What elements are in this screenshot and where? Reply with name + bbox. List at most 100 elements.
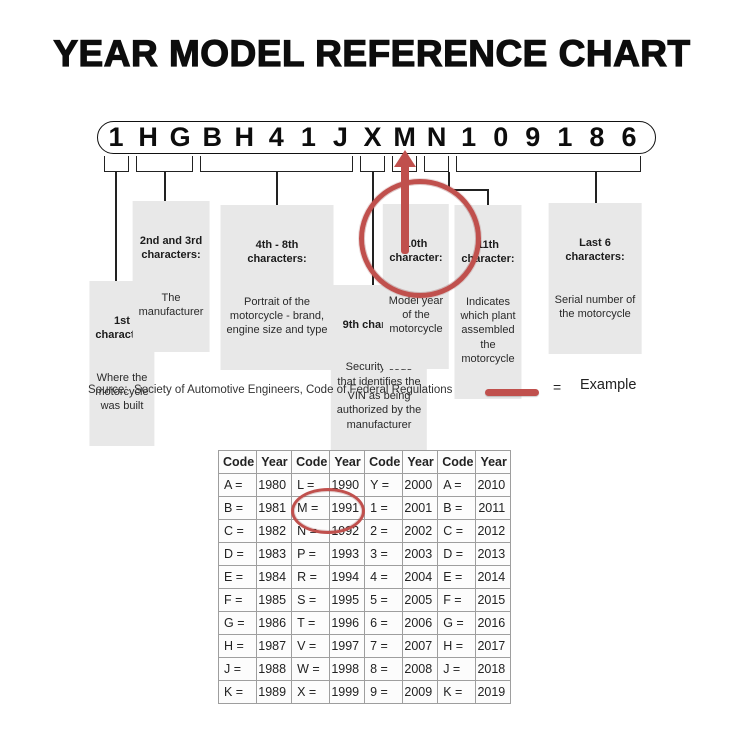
vin-char-15: 1 xyxy=(557,122,573,152)
connector-11th-c xyxy=(487,189,489,205)
example-arrow-icon xyxy=(394,150,416,167)
legend-example-label: Example xyxy=(580,377,637,393)
year-cell: 1997 xyxy=(329,634,366,658)
year-cell: 1989 xyxy=(256,680,293,704)
code-cell: 2 = xyxy=(364,519,404,543)
code-cell: B = xyxy=(437,496,477,520)
table-row: G = 1986 T = 1996 6 = 2006 G = 2016 xyxy=(217,611,512,635)
connector-1st-char xyxy=(115,172,117,281)
vin-char-17: 6 xyxy=(621,122,637,152)
connector-last-6 xyxy=(595,172,597,203)
callout-heading: 2nd and 3rd characters: xyxy=(139,234,203,261)
year-cell: 2008 xyxy=(402,657,439,681)
vin-char-7: 1 xyxy=(300,122,316,152)
year-cell: 1987 xyxy=(256,634,293,658)
year-cell: 1986 xyxy=(256,611,293,635)
code-cell: W = xyxy=(291,657,331,681)
callout-4th-8th-characters: 4th - 8th characters: Portrait of the mo… xyxy=(220,205,334,371)
table-header-cell: Year xyxy=(475,450,512,474)
code-cell: A = xyxy=(217,473,258,497)
vin-char-2: H xyxy=(138,122,158,152)
code-cell: K = xyxy=(437,680,477,704)
year-cell: 1980 xyxy=(256,473,293,497)
example-circle-10th-character xyxy=(359,179,481,298)
code-cell: E = xyxy=(437,565,477,589)
vin-char-14: 9 xyxy=(525,122,541,152)
table-row: K = 1989 X = 1999 9 = 2009 K = 2019 xyxy=(217,680,512,704)
code-cell: C = xyxy=(217,519,258,543)
year-cell: 2012 xyxy=(475,519,512,543)
year-cell: 2006 xyxy=(402,611,439,635)
code-cell: 1 = xyxy=(364,496,404,520)
year-cell: 1993 xyxy=(329,542,366,566)
code-cell: C = xyxy=(437,519,477,543)
code-cell: S = xyxy=(291,588,331,612)
legend-equals-sign: = xyxy=(553,379,562,395)
year-cell: 2018 xyxy=(475,657,512,681)
year-cell: 1995 xyxy=(329,588,366,612)
table-header-cell: Year xyxy=(402,450,439,474)
vin-char-12: 1 xyxy=(461,122,477,152)
year-cell: 1982 xyxy=(256,519,293,543)
bracket-1st-char xyxy=(104,156,129,172)
code-cell: H = xyxy=(217,634,258,658)
code-cell: F = xyxy=(437,588,477,612)
code-cell: B = xyxy=(217,496,258,520)
code-cell: D = xyxy=(437,542,477,566)
bracket-11th-char xyxy=(424,156,449,172)
vin-char-8: J xyxy=(332,122,348,152)
table-row: D = 1983 P = 1993 3 = 2003 D = 2013 xyxy=(217,542,512,566)
year-cell: 2014 xyxy=(475,565,512,589)
year-cell: 2004 xyxy=(402,565,439,589)
year-cell: 2019 xyxy=(475,680,512,704)
vin-char-3: G xyxy=(169,122,191,152)
year-cell: 1985 xyxy=(256,588,293,612)
callout-last-6-characters: Last 6 characters: Serial number of the … xyxy=(548,203,642,354)
code-cell: H = xyxy=(437,634,477,658)
code-cell: 3 = xyxy=(364,542,404,566)
code-cell: V = xyxy=(291,634,331,658)
table-header-cell: Year xyxy=(256,450,293,474)
example-line-swatch xyxy=(485,389,539,396)
code-cell: 5 = xyxy=(364,588,404,612)
year-cell: 1998 xyxy=(329,657,366,681)
year-cell: 2000 xyxy=(402,473,439,497)
code-cell: R = xyxy=(291,565,331,589)
code-cell: 8 = xyxy=(364,657,404,681)
year-cell: 1994 xyxy=(329,565,366,589)
year-cell: 2016 xyxy=(475,611,512,635)
year-cell: 1983 xyxy=(256,542,293,566)
callout-heading: Last 6 characters: xyxy=(565,236,625,263)
year-cell: 2017 xyxy=(475,634,512,658)
code-cell: P = xyxy=(291,542,331,566)
code-cell: E = xyxy=(217,565,258,589)
callout-body: Indicates which plant assembled the moto… xyxy=(460,295,516,365)
year-cell: 1988 xyxy=(256,657,293,681)
vin-char-9: X xyxy=(363,122,382,152)
table-row: H = 1987 V = 1997 7 = 2007 H = 2017 xyxy=(217,634,512,658)
connector-11th-b xyxy=(448,189,488,191)
code-cell: J = xyxy=(217,657,258,681)
table-row: A = 1980 L = 1990 Y = 2000 A = 2010 xyxy=(217,473,512,497)
year-cell: 2002 xyxy=(402,519,439,543)
year-code-table: Code Year Code Year Code Year Code Year A = 1980 L… xyxy=(217,450,512,704)
code-cell: 9 = xyxy=(364,680,404,704)
year-cell: 1996 xyxy=(329,611,366,635)
table-header-cell: Code xyxy=(217,450,258,474)
bracket-9th-char xyxy=(360,156,385,172)
code-cell: 7 = xyxy=(364,634,404,658)
code-cell: A = xyxy=(437,473,477,497)
year-cell: 2005 xyxy=(402,588,439,612)
vin-char-5: H xyxy=(234,122,255,152)
year-cell: 2001 xyxy=(402,496,439,520)
code-cell: Y = xyxy=(364,473,404,497)
table-header-cell: Year xyxy=(329,450,366,474)
code-cell: F = xyxy=(217,588,258,612)
code-cell: D = xyxy=(217,542,258,566)
code-cell: T = xyxy=(291,611,331,635)
connector-11th-a xyxy=(448,172,450,190)
vin-char-13: 0 xyxy=(493,122,509,152)
vin-char-6: 4 xyxy=(268,122,284,152)
year-cell: 2013 xyxy=(475,542,512,566)
